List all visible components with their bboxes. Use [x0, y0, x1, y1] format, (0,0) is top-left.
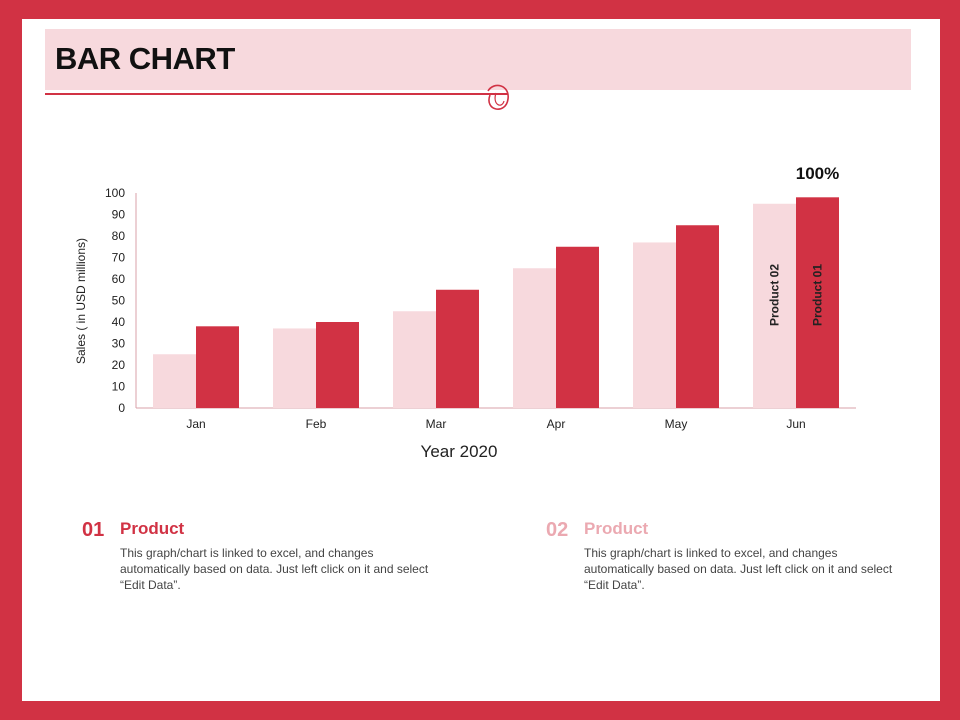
legend-number: 02 [546, 519, 569, 541]
bar-product-02-jun [753, 203, 796, 408]
x-axis-label: Year 2020 [421, 442, 498, 461]
legend-description: This graph/chart is linked to excel, and… [584, 546, 893, 592]
bar-product-02-may [633, 242, 676, 408]
x-tick-label: Jun [786, 417, 805, 431]
y-tick-label: 40 [112, 315, 126, 329]
bar-product-01-jan [196, 326, 239, 408]
x-tick-label: May [665, 417, 688, 431]
slide: BAR CHART 0 10 20 30 40 50 60 70 80 90 100 Sales ( … [22, 19, 940, 701]
y-axis-label: Sales ( in USD millions) [74, 238, 88, 364]
y-tick-label: 70 [112, 251, 126, 265]
top-annotation: 100% [796, 164, 839, 183]
y-tick-label: 0 [118, 401, 125, 415]
y-tick-label: 100 [105, 186, 125, 200]
bar-product-01-apr [556, 246, 599, 408]
y-tick-label: 60 [112, 272, 126, 286]
y-tick-label: 10 [112, 380, 126, 394]
y-tick-label: 20 [112, 358, 126, 372]
bar-product-02-jan [153, 354, 196, 408]
bar-chart: 0 10 20 30 40 50 60 70 80 90 100 Sales ( in USD mil… [74, 164, 856, 461]
legend-description: This graph/chart is linked to excel, and… [120, 546, 429, 592]
y-tick-label: 30 [112, 337, 126, 351]
legend-number: 01 [82, 519, 105, 541]
bar-product-01-jun [796, 197, 839, 408]
x-tick-label: Jan [186, 417, 205, 431]
x-tick-label: Feb [306, 417, 327, 431]
legend-heading: Product [584, 519, 649, 538]
title-band [45, 29, 911, 90]
y-tick-label: 90 [112, 208, 126, 222]
page-title: BAR CHART [55, 41, 235, 76]
y-tick-label: 50 [112, 294, 126, 308]
title-underline [45, 84, 509, 110]
y-tick-label: 80 [112, 229, 126, 243]
series-label: Product 02 [768, 264, 782, 326]
series-label: Product 01 [811, 264, 825, 326]
swirl-ornament [487, 84, 509, 110]
bar-product-01-mar [436, 289, 479, 408]
bar-product-01-feb [316, 322, 359, 408]
legend-heading: Product [120, 519, 185, 538]
bar-product-02-feb [273, 328, 316, 408]
x-tick-label: Mar [426, 417, 447, 431]
bar-product-02-apr [513, 268, 556, 408]
x-tick-label: Apr [547, 417, 566, 431]
bar-product-02-mar [393, 311, 436, 408]
bar-product-01-may [676, 225, 719, 408]
